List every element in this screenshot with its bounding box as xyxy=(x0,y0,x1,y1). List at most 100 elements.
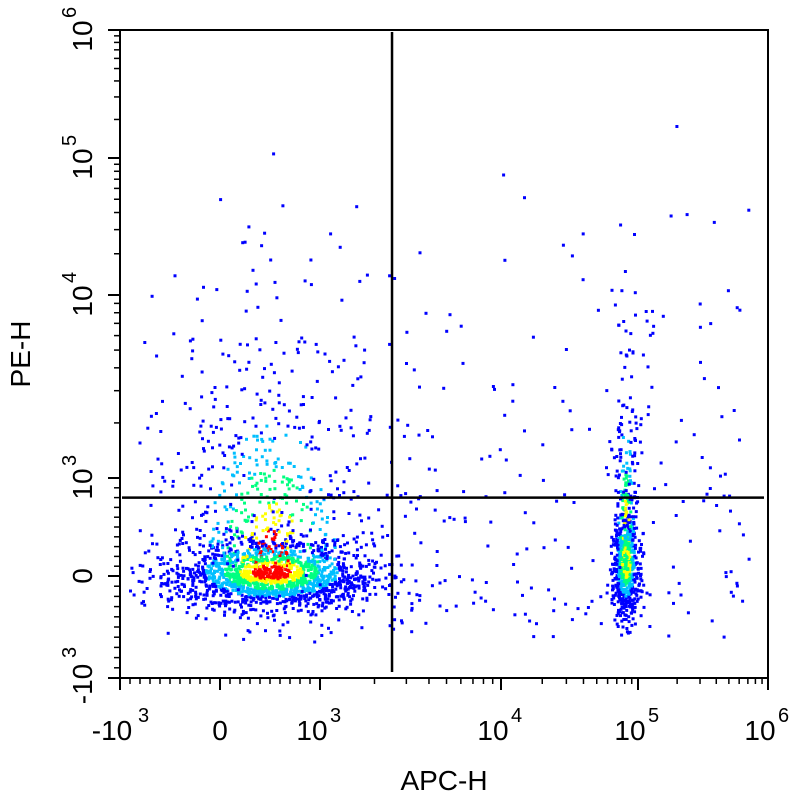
event-dot xyxy=(213,501,217,505)
event-dot xyxy=(308,490,312,494)
event-dot xyxy=(258,575,262,579)
event-dot xyxy=(315,575,319,579)
event-dot xyxy=(227,574,231,578)
event-dot xyxy=(318,528,322,531)
event-dot xyxy=(605,591,609,595)
event-dot xyxy=(321,601,325,605)
event-dot xyxy=(381,535,385,539)
event-dot xyxy=(639,549,642,553)
event-dot xyxy=(403,514,407,518)
event-dot xyxy=(301,574,305,578)
event-dot xyxy=(352,554,356,557)
event-dot xyxy=(257,559,261,563)
event-dot xyxy=(563,493,567,497)
event-dot xyxy=(231,507,235,511)
event-dot xyxy=(513,613,517,617)
event-dot xyxy=(235,530,239,534)
event-dot xyxy=(313,559,317,563)
event-dot xyxy=(262,564,265,568)
event-dot xyxy=(212,559,216,562)
event-dot xyxy=(244,595,248,599)
event-dot xyxy=(289,587,293,591)
event-dot xyxy=(306,467,310,471)
event-dot xyxy=(738,438,741,442)
event-dot xyxy=(273,479,277,483)
event-dot xyxy=(310,575,314,579)
event-dot xyxy=(247,603,251,607)
event-dot xyxy=(388,425,392,429)
event-dot xyxy=(293,571,297,574)
event-dot xyxy=(189,597,193,601)
event-dot xyxy=(710,619,714,623)
event-dot xyxy=(553,538,557,542)
event-dot xyxy=(627,500,631,504)
event-dot xyxy=(628,450,632,454)
event-dot xyxy=(349,581,353,585)
event-dot xyxy=(632,548,636,552)
event-dot xyxy=(264,543,268,547)
event-dot xyxy=(629,535,633,539)
event-dot xyxy=(180,582,184,586)
event-dot xyxy=(181,577,185,580)
event-dot xyxy=(288,515,292,519)
event-dot xyxy=(239,603,243,607)
event-dot xyxy=(271,592,275,596)
event-dot xyxy=(640,590,644,594)
event-dot xyxy=(295,486,299,490)
event-dot xyxy=(190,461,194,464)
event-dot xyxy=(320,551,324,555)
event-dot xyxy=(226,578,230,582)
event-dot xyxy=(327,428,330,431)
event-dot xyxy=(661,314,665,318)
event-dot xyxy=(313,562,317,566)
event-dot xyxy=(364,564,368,568)
event-dot xyxy=(365,273,369,277)
event-dot xyxy=(308,546,312,550)
event-dot xyxy=(276,567,280,571)
event-dot xyxy=(323,538,327,541)
event-dot xyxy=(393,618,397,622)
event-dot xyxy=(388,563,392,567)
event-dot xyxy=(624,481,628,485)
event-dot xyxy=(311,553,315,557)
event-dot xyxy=(624,535,627,539)
event-dot xyxy=(274,544,278,548)
event-dot xyxy=(328,474,332,478)
event-dot xyxy=(333,557,337,561)
event-dot xyxy=(220,589,224,593)
event-dot xyxy=(226,600,230,604)
event-dot xyxy=(633,610,637,614)
event-dot xyxy=(553,597,556,601)
event-dot xyxy=(223,489,226,493)
event-dot xyxy=(291,607,295,610)
event-dot xyxy=(362,589,366,592)
event-dot xyxy=(303,340,307,344)
event-dot xyxy=(625,570,629,574)
event-dot xyxy=(616,476,620,480)
event-dot xyxy=(321,587,325,591)
event-dot xyxy=(260,582,264,586)
event-dot xyxy=(224,633,228,637)
event-dot xyxy=(290,369,294,373)
event-dot xyxy=(297,475,301,479)
x-axis-title: APC-H xyxy=(400,765,487,796)
event-dot xyxy=(318,598,322,601)
event-dot xyxy=(273,574,276,578)
event-dot xyxy=(630,533,634,536)
event-dot xyxy=(284,433,288,437)
event-dot xyxy=(194,594,198,598)
event-dot xyxy=(741,533,745,537)
event-dot xyxy=(174,528,177,532)
event-dot xyxy=(315,592,319,596)
event-dot xyxy=(255,481,259,485)
event-dot xyxy=(156,457,160,461)
event-dot xyxy=(262,583,266,587)
event-dot xyxy=(394,595,397,599)
event-dot xyxy=(254,458,258,462)
event-dot xyxy=(613,569,617,573)
event-dot xyxy=(627,480,631,484)
event-dot xyxy=(484,599,488,603)
event-dot xyxy=(241,575,245,579)
event-dot xyxy=(268,448,272,452)
event-dot xyxy=(309,613,313,617)
